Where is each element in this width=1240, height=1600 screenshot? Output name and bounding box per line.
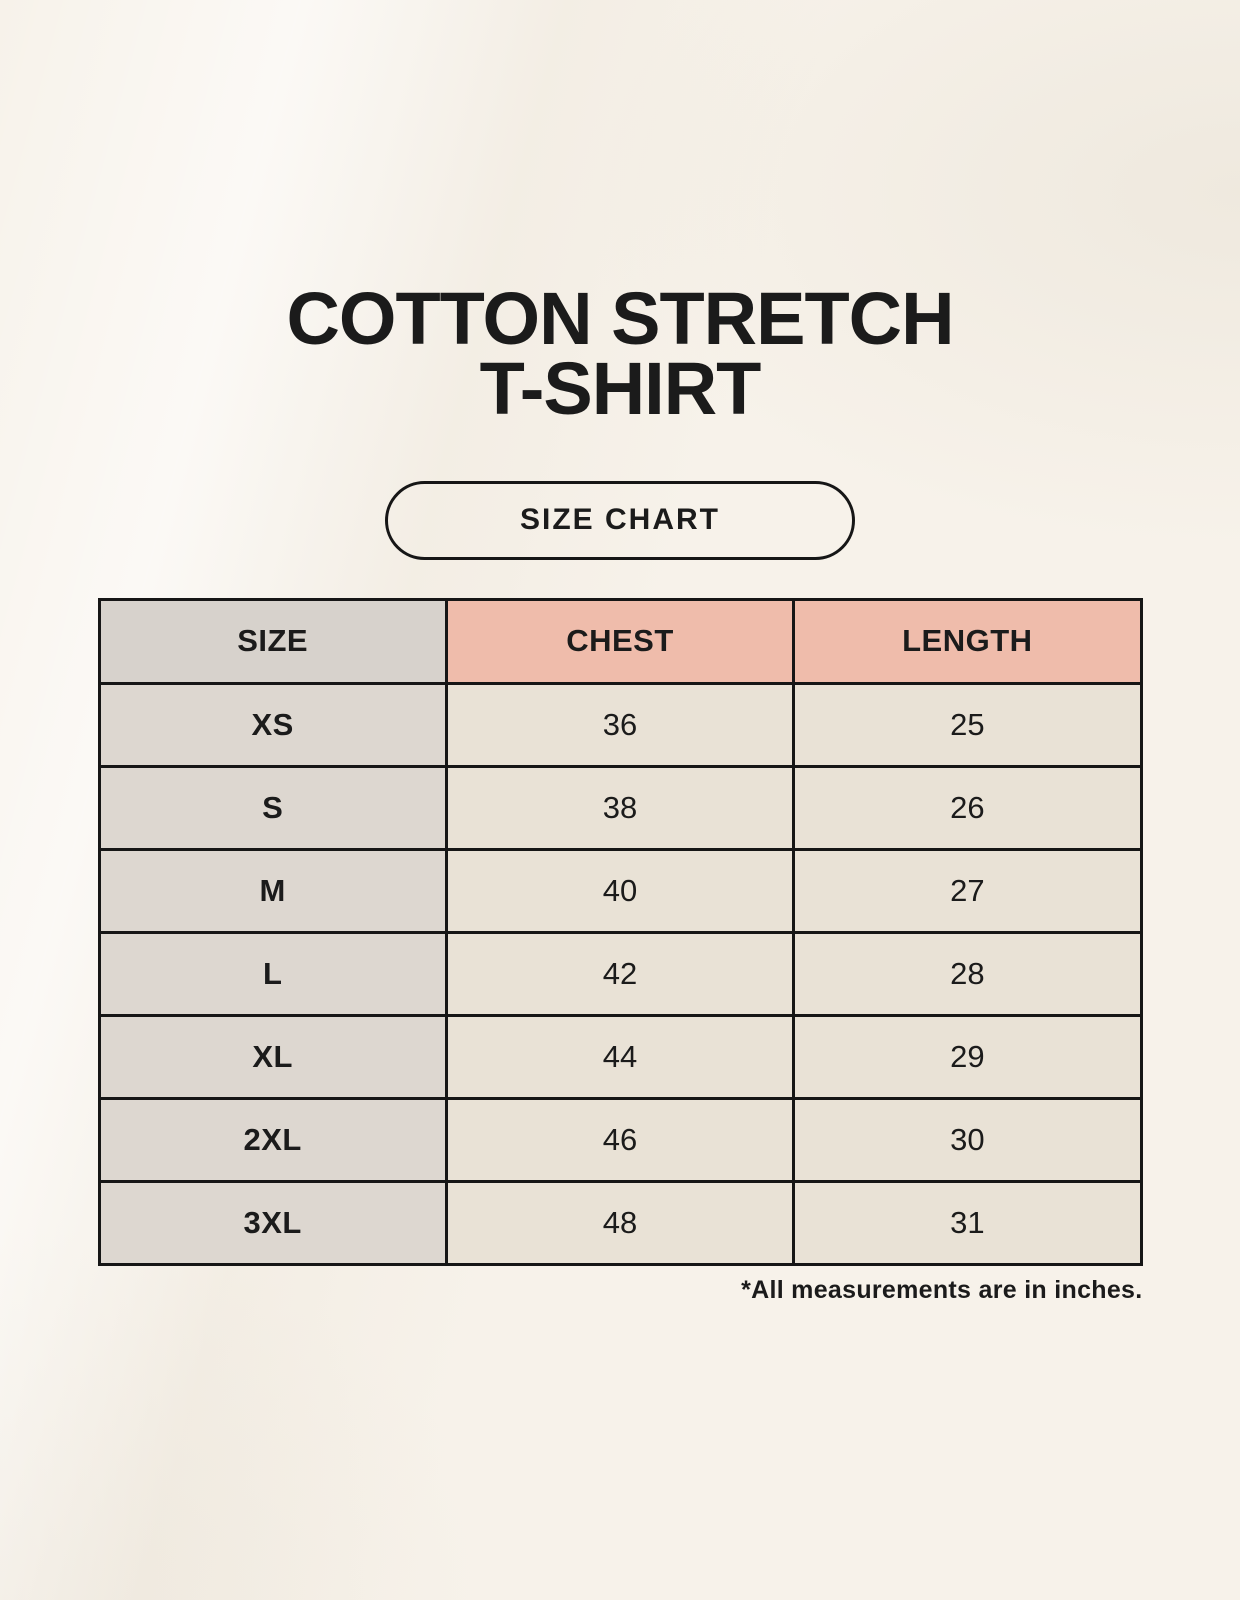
size-chart-badge-label: SIZE CHART [520,503,720,537]
size-chart-badge: SIZE CHART [385,480,855,560]
page-title: COTTON STRETCH T-SHIRT [286,282,954,426]
table-row: S 38 26 [97,764,1143,851]
cell-chest: 46 [444,1096,796,1183]
cell-size: L [97,930,448,1017]
column-header-length: LENGTH [792,597,1143,685]
footnote-container: *All measurements are in inches. [98,1276,1143,1305]
table-row: XL 44 29 [97,1013,1143,1100]
cell-length: 30 [792,1096,1143,1183]
table-row: L 42 28 [97,930,1143,1017]
cell-chest: 42 [444,930,796,1017]
cell-length: 29 [792,1013,1143,1100]
cell-length: 25 [792,681,1143,768]
table-body: XS 36 25 S 38 26 M 40 27 L 42 28 XL 44 [97,681,1143,1266]
cell-length: 26 [792,764,1143,851]
cell-size: 2XL [97,1096,448,1183]
cell-chest: 48 [444,1179,796,1266]
measurements-footnote: *All measurements are in inches. [741,1275,1143,1304]
table-row: 3XL 48 31 [97,1179,1143,1266]
column-header-size: SIZE [97,597,448,685]
cell-chest: 36 [444,681,796,768]
cell-length: 28 [792,930,1143,1017]
table-row: M 40 27 [97,847,1143,934]
table-header-row: SIZE CHEST LENGTH [97,597,1143,685]
cell-length: 27 [792,847,1143,934]
page-title-line-1: COTTON STRETCH [286,277,954,360]
column-header-chest: CHEST [444,597,796,685]
cell-length: 31 [792,1179,1143,1266]
table-header: SIZE CHEST LENGTH [97,597,1143,685]
cell-size: S [97,764,448,851]
table-row: XS 36 25 [97,681,1143,768]
cell-size: M [97,847,448,934]
cell-chest: 44 [444,1013,796,1100]
table-row: 2XL 46 30 [97,1096,1143,1183]
cell-size: XS [97,681,448,768]
cell-chest: 40 [444,847,796,934]
page-title-line-2: T-SHIRT [479,347,762,431]
cell-chest: 38 [444,764,796,851]
cell-size: XL [97,1013,448,1100]
cell-size: 3XL [97,1179,448,1266]
size-chart-table: SIZE CHEST LENGTH XS 36 25 S 38 26 M 40 … [97,597,1143,1266]
